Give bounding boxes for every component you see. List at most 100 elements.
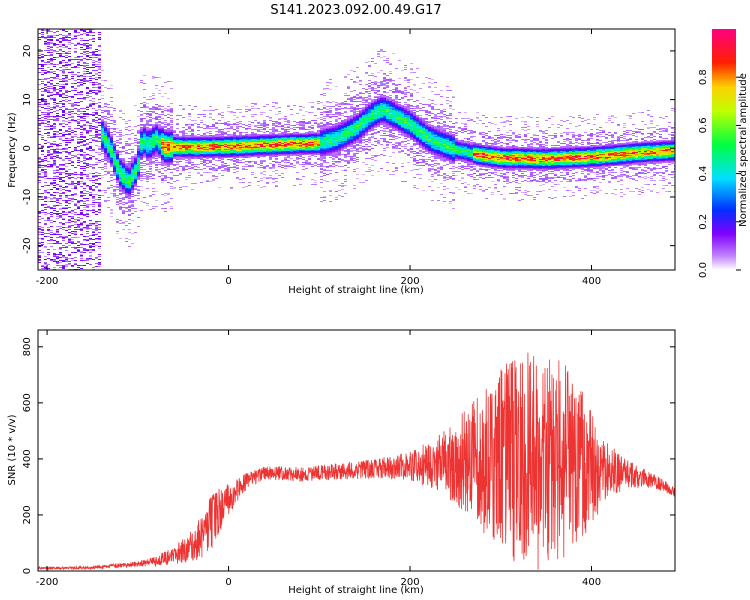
heatmap-cell: [62, 37, 65, 38]
heatmap-cell: [68, 142, 71, 143]
heatmap-cell: [119, 191, 122, 192]
heatmap-cell: [203, 156, 206, 157]
heatmap-cell: [143, 143, 146, 144]
heatmap-cell: [305, 144, 308, 145]
heatmap-cell: [68, 111, 71, 112]
heatmap-cell: [113, 160, 116, 161]
heatmap-cell: [140, 158, 143, 159]
heatmap-cell: [77, 64, 80, 65]
heatmap-cell: [86, 174, 89, 175]
heatmap-cell: [200, 114, 203, 115]
heatmap-cell: [218, 157, 221, 158]
heatmap-cell: [293, 125, 296, 126]
heatmap-cell: [266, 124, 269, 125]
heatmap-cell: [146, 159, 149, 160]
heatmap-cell: [158, 121, 161, 122]
heatmap-cell: [92, 243, 95, 244]
heatmap-cell: [86, 176, 89, 177]
heatmap-cell: [50, 220, 53, 221]
heatmap-cell: [161, 128, 164, 129]
heatmap-cell: [116, 166, 119, 167]
heatmap-cell: [62, 236, 65, 237]
heatmap-cell: [221, 147, 224, 148]
heatmap-cell: [38, 246, 41, 247]
heatmap-cell: [155, 169, 158, 170]
heatmap-cell: [164, 177, 167, 178]
heatmap-cell: [200, 146, 203, 147]
heatmap-cell: [68, 163, 71, 164]
heatmap-cell: [296, 135, 299, 136]
heatmap-cell: [176, 144, 179, 145]
heatmap-cell: [287, 140, 290, 141]
heatmap-cell: [233, 150, 236, 151]
heatmap-cell: [119, 185, 122, 186]
heatmap-cell: [161, 159, 164, 160]
heatmap-cell: [152, 139, 155, 140]
heatmap-cell: [89, 104, 92, 105]
heatmap-cell: [80, 210, 83, 211]
heatmap-cell: [104, 174, 107, 175]
heatmap-cell: [188, 114, 191, 115]
heatmap-cell: [74, 67, 77, 68]
heatmap-cell: [89, 48, 92, 49]
heatmap-cell: [59, 44, 62, 45]
heatmap-cell: [224, 152, 227, 153]
heatmap-cell: [89, 255, 92, 256]
heatmap-cell: [74, 264, 77, 265]
heatmap-cell: [98, 91, 101, 92]
heatmap-cell: [71, 177, 74, 178]
heatmap-cell: [98, 32, 101, 33]
heatmap-cell: [278, 149, 281, 150]
heatmap-cell: [65, 190, 68, 191]
heatmap-cell: [53, 136, 56, 137]
heatmap-cell: [137, 163, 140, 164]
heatmap-cell: [167, 136, 170, 137]
heatmap-cell: [56, 254, 59, 255]
heatmap-cell: [101, 123, 104, 124]
heatmap-cell: [95, 82, 98, 83]
heatmap-cell: [122, 135, 125, 136]
heatmap-cell: [179, 131, 182, 132]
heatmap-cell: [194, 157, 197, 158]
heatmap-cell: [314, 144, 317, 145]
heatmap-cell: [86, 113, 89, 114]
heatmap-cell: [53, 133, 56, 134]
heatmap-cell: [62, 65, 65, 66]
heatmap-cell: [278, 126, 281, 127]
heatmap-cell: [62, 208, 65, 209]
heatmap-cell: [53, 152, 56, 153]
heatmap-cell: [56, 94, 59, 95]
heatmap-cell: [38, 162, 41, 163]
heatmap-cell: [110, 158, 113, 159]
heatmap-cell: [59, 107, 62, 108]
heatmap-cell: [146, 163, 149, 164]
heatmap-cell: [77, 242, 80, 243]
heatmap-cell: [86, 95, 89, 96]
heatmap-cell: [80, 155, 83, 156]
heatmap-cell: [251, 151, 254, 152]
heatmap-cell: [146, 138, 149, 139]
heatmap-cell: [89, 210, 92, 211]
heatmap-cell: [56, 106, 59, 107]
heatmap-cell: [152, 145, 155, 146]
heatmap-cell: [110, 163, 113, 164]
heatmap-cell: [281, 125, 284, 126]
heatmap-cell: [44, 112, 47, 113]
heatmap-cell: [56, 105, 59, 106]
heatmap-cell: [74, 59, 77, 60]
heatmap-cell: [41, 234, 44, 235]
heatmap-cell: [74, 252, 77, 253]
heatmap-cell: [53, 143, 56, 144]
heatmap-cell: [41, 30, 44, 31]
heatmap-cell: [62, 165, 65, 166]
heatmap-cell: [119, 220, 122, 221]
heatmap-cell: [314, 138, 317, 139]
heatmap-cell: [254, 135, 257, 136]
heatmap-cell: [272, 139, 275, 140]
heatmap-cell: [128, 164, 131, 165]
heatmap-cell: [263, 168, 266, 169]
heatmap-cell: [197, 157, 200, 158]
heatmap-cell: [173, 147, 176, 148]
heatmap-cell: [272, 165, 275, 166]
heatmap-cell: [119, 117, 122, 118]
